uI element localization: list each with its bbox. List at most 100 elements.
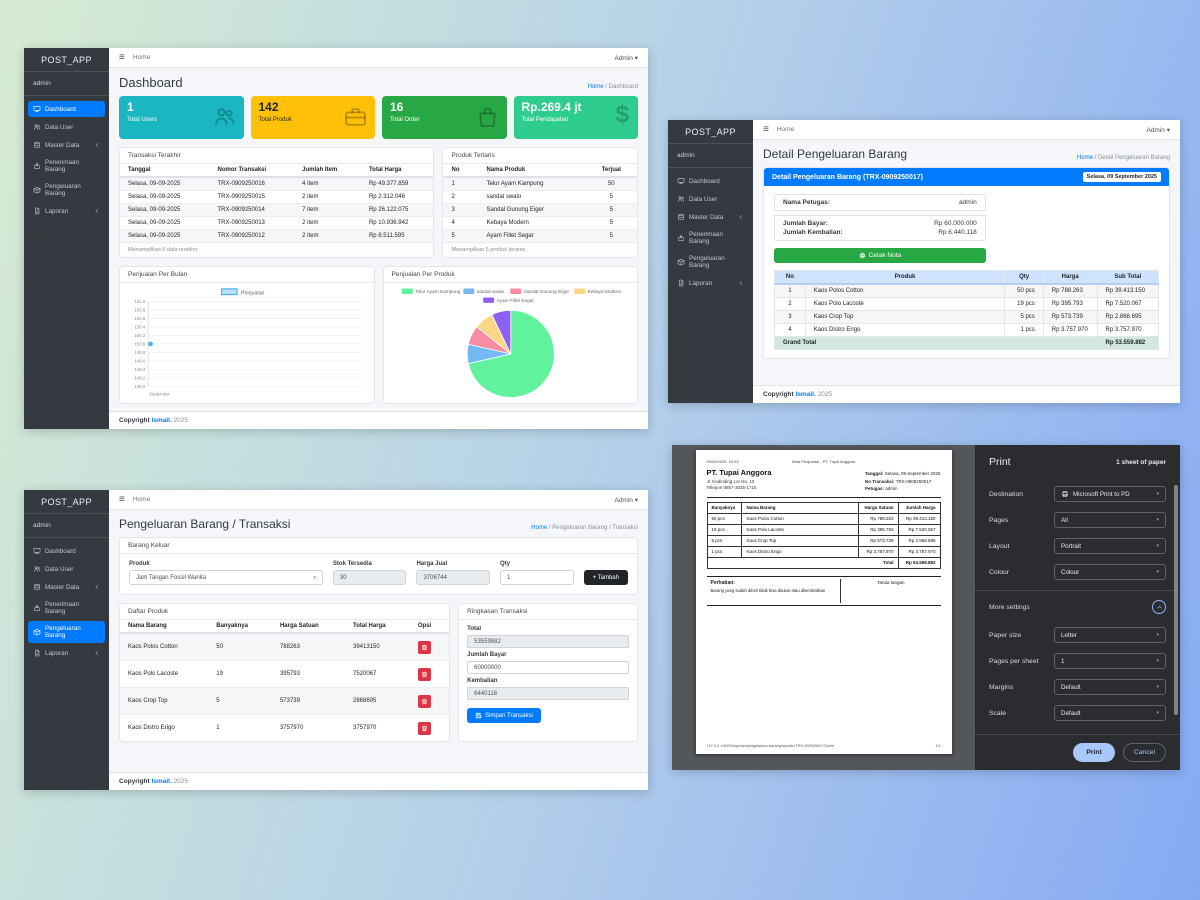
- table-row: Selasa, 09-09-2025 TRX-0909250016 4 item Rp…: [120, 176, 434, 191]
- footer-brand-link[interactable]: Ismail.: [151, 417, 172, 424]
- delete-row-button[interactable]: [417, 721, 431, 735]
- petugas-box: Nama Petugas: admin: [774, 194, 986, 211]
- jumlah-bayar-input[interactable]: 60000000: [467, 661, 629, 674]
- sidebar-item-pengeluaran[interactable]: Pengeluaran Barang: [672, 251, 749, 273]
- breadcrumb-home-link[interactable]: Home: [531, 525, 548, 531]
- breadcrumb: Home / Detail Pengeluaran Barang: [1076, 155, 1170, 161]
- svg-text:Kebaya Modern: Kebaya Modern: [587, 289, 621, 295]
- window-detail-pengeluaran: POST_APP admin Dashboard Data User Maste…: [668, 120, 1180, 403]
- sidebar-item-data-user[interactable]: Data User: [28, 561, 105, 577]
- sidebar-item-master-data[interactable]: Master Data: [28, 137, 105, 153]
- sidebar-item-penerimaan[interactable]: Penerimaan Barang: [28, 155, 105, 177]
- qty-input[interactable]: 1: [500, 570, 574, 585]
- produk-select[interactable]: Jam Tangan Fossil Wanita ▾: [129, 570, 323, 585]
- destination-select[interactable]: Microsoft Print to PD ▾: [1054, 486, 1166, 502]
- users-icon: [678, 196, 685, 202]
- layout-select[interactable]: Portrait ▾: [1054, 538, 1166, 554]
- delete-row-button[interactable]: [417, 667, 431, 681]
- colour-select[interactable]: Colour ▾: [1054, 564, 1166, 580]
- pages-per-sheet-select[interactable]: 1 ▾: [1054, 653, 1166, 669]
- footer-brand-link[interactable]: Ismail.: [795, 391, 816, 398]
- hamburger-icon[interactable]: ≡: [763, 123, 769, 135]
- more-settings-toggle[interactable]: [1152, 600, 1166, 614]
- sidebar-item-pengeluaran[interactable]: Pengeluaran Barang: [28, 621, 105, 643]
- sidebar-username: admin: [24, 514, 109, 538]
- user-menu[interactable]: Admin ▾: [1146, 126, 1170, 134]
- detail-items-table: No Produk Qty Harga Sub Total 1 Kaos Polo…: [774, 270, 1160, 350]
- kembalian-label: Kembalian: [467, 678, 498, 684]
- hamburger-icon[interactable]: ≡: [119, 51, 125, 63]
- sidebar-item-data-user[interactable]: Data User: [28, 119, 105, 135]
- hamburger-icon[interactable]: ≡: [119, 493, 125, 505]
- panel-title: Penjualan Per Produk: [383, 267, 637, 283]
- perhatian-note: Barang yang sudah dibeli tidak bisa ditu…: [710, 587, 826, 593]
- sidebar-item-dashboard[interactable]: Dashboard: [28, 543, 105, 559]
- svg-text:Penjualan: Penjualan: [241, 290, 265, 296]
- sidebar-item-data-user[interactable]: Data User: [672, 191, 749, 207]
- card-total-users: 1 Total Users: [119, 96, 244, 139]
- copyright-footer: Copyright Ismail. 2025: [109, 411, 648, 429]
- breadcrumb-home-link[interactable]: Home: [587, 84, 604, 90]
- table-row: 1 Kaos Polos Cotton 50 pcs Rp 788.263 Rp 39.…: [774, 283, 1160, 298]
- margins-select[interactable]: Default ▾: [1054, 679, 1166, 695]
- sidebar-item-laporan[interactable]: Laporan: [28, 645, 105, 661]
- report-icon: [35, 207, 40, 215]
- svg-text:Sandal Gunung Eiger: Sandal Gunung Eiger: [523, 289, 569, 295]
- scale-select[interactable]: Default ▾: [1054, 705, 1166, 721]
- card-total-order: 16 Total Order: [382, 96, 507, 139]
- company-block: PT. Tupai Anggora Jl. Kedinding Lor No. …: [707, 468, 772, 493]
- copyright-footer: Copyright Ismail. 2025: [753, 385, 1180, 403]
- sidebar-item-penerimaan[interactable]: Penerimaan Barang: [672, 227, 749, 249]
- sidebar-item-dashboard[interactable]: Dashboard: [28, 101, 105, 117]
- breadcrumb-home-link[interactable]: Home: [1076, 155, 1093, 161]
- svg-text:150.0: 150.0: [135, 342, 146, 347]
- more-settings-label: More settings: [989, 603, 1030, 611]
- user-menu[interactable]: Admin ▾: [614, 54, 638, 62]
- sidebar-item-dashboard[interactable]: Dashboard: [672, 173, 749, 189]
- user-menu[interactable]: Admin ▾: [614, 496, 638, 504]
- desktop-icon: [677, 178, 685, 184]
- chevron-left-icon: [95, 651, 98, 655]
- sidebar-item-laporan[interactable]: Laporan: [28, 203, 105, 219]
- topbar: ≡ Home Admin ▾: [109, 490, 648, 510]
- petugas-value: admin: [959, 199, 977, 206]
- caret-down-icon: ▾: [313, 574, 316, 581]
- delete-row-button[interactable]: [417, 694, 431, 708]
- simpan-transaksi-button[interactable]: Simpan Transaksi: [467, 708, 541, 723]
- sidebar-item-pengeluaran[interactable]: Pengeluaran Barang: [28, 179, 105, 201]
- settings-scrollbar[interactable]: [1174, 485, 1178, 715]
- sidebar: POST_APP admin Dashboard Data User Maste…: [668, 120, 753, 403]
- sidebar-item-master-data[interactable]: Master Data: [672, 209, 749, 225]
- sidebar-item-master-data[interactable]: Master Data: [28, 579, 105, 595]
- sheet-count: 1 sheet of paper: [1116, 458, 1166, 466]
- company-phone: Telepon 0857-3025-1715: [706, 485, 757, 490]
- topbar-home-link[interactable]: Home: [132, 54, 151, 61]
- tambah-button[interactable]: + Tambah: [583, 570, 628, 585]
- dollar-icon: $: [615, 101, 629, 128]
- paper-size-select[interactable]: Letter ▾: [1054, 627, 1166, 643]
- sidebar-item-laporan[interactable]: Laporan: [672, 275, 749, 291]
- sidebar-item-penerimaan[interactable]: Penerimaan Barang: [28, 597, 105, 619]
- table-row: Kaos Crop Top 5 573739 2868695: [120, 687, 450, 715]
- cancel-button[interactable]: Cancel: [1122, 743, 1166, 762]
- delete-row-button[interactable]: [417, 640, 431, 654]
- table-row: Kaos Polo Lacoste 19 395793 7520067: [120, 660, 450, 688]
- print-button[interactable]: Print: [1073, 743, 1115, 762]
- divider: [840, 578, 842, 603]
- pages-select[interactable]: All ▾: [1054, 512, 1166, 528]
- box-icon: [677, 259, 685, 266]
- barang-keluar-card: Barang Keluar Produk Jam Tangan Fossil W…: [119, 537, 638, 595]
- topbar-home-link[interactable]: Home: [132, 496, 151, 503]
- stok-input: 30: [332, 570, 407, 585]
- svg-text:sandal swalo: sandal swalo: [476, 289, 504, 295]
- table-row: Selasa, 09-09-2025 TRX-0909250015 2 item Rp…: [120, 190, 434, 204]
- copyright-footer: Copyright Ismail. 2025: [109, 772, 648, 790]
- topbar-home-link[interactable]: Home: [776, 126, 795, 133]
- desktop-icon: [33, 106, 41, 112]
- svg-text:150.4: 150.4: [135, 325, 146, 330]
- database-icon: [34, 141, 40, 149]
- cetak-nota-button[interactable]: Cetak Nota: [774, 248, 986, 263]
- footer-brand-link[interactable]: Ismail.: [151, 778, 172, 785]
- trash-icon: [421, 671, 428, 677]
- table-row: 3 Sandal Gunung Eiger 5: [443, 203, 637, 217]
